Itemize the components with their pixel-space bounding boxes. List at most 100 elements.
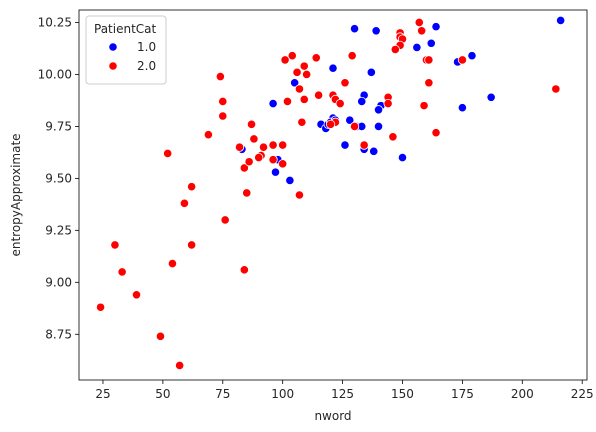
data-point-series-1 [417,26,427,36]
y-tick-label: 9.75 [45,119,72,133]
data-point-series-1 [220,215,230,225]
data-point-series-1 [335,98,345,109]
data-point-series-1 [203,130,213,140]
data-point-series-1 [131,290,142,300]
data-point-series-0 [285,175,295,186]
data-point-series-1 [167,258,178,269]
data-point-series-1 [349,121,360,132]
data-point-series-1 [297,117,307,127]
data-point-series-1 [95,302,106,312]
data-point-series-1 [457,55,467,65]
data-point-series-0 [340,140,350,150]
data-point-series-0 [371,26,381,36]
data-point-series-1 [155,331,166,341]
legend: PatientCat 1.0 2.0 [85,15,167,85]
x-axis-ticks: 25 50 75 100 125 150 175 200 225 [95,380,594,401]
data-point-series-1 [282,96,293,107]
data-point-series-0 [345,115,355,125]
x-axis-label: nword [314,409,351,423]
legend-marker-0 [108,42,118,52]
data-point-series-1 [347,51,357,61]
x-tick-label: 75 [215,387,230,401]
data-point-series-1 [254,152,264,163]
data-point-series-1 [431,128,441,138]
data-point-series-1 [187,182,197,192]
data-point-series-1 [234,142,245,152]
data-point-series-1 [163,148,173,159]
data-point-series-1 [299,94,309,104]
data-point-series-1 [244,157,254,167]
data-point-series-1 [268,140,278,150]
data-point-series-0 [366,67,376,77]
data-point-series-0 [556,15,566,25]
data-point-series-1 [215,71,225,82]
data-point-series-1 [390,44,400,55]
data-point-series-1 [258,142,269,152]
data-point-series-1 [424,78,434,88]
data-point-series-0 [426,38,436,48]
data-point-series-1 [383,98,393,109]
data-point-series-0 [431,22,441,32]
data-point-series-1 [239,163,249,173]
data-point-series-1 [340,78,350,88]
data-point-series-1 [187,240,197,250]
data-point-series-1 [326,119,336,129]
y-tick-label: 10.25 [38,15,72,29]
data-point-series-1 [419,101,429,111]
x-tick-label: 50 [155,387,170,401]
data-point-series-1 [218,96,228,107]
data-point-series-0 [397,152,408,163]
data-point-series-1 [287,51,297,61]
data-point-series-1 [179,198,190,208]
data-point-series-0 [467,51,477,61]
data-point-series-1 [218,111,228,121]
data-point-series-1 [278,140,288,150]
data-point-series-1 [299,61,309,71]
data-point-series-1 [302,69,312,80]
data-point-series-1 [311,53,321,63]
x-tick-label: 25 [95,387,110,401]
legend-box [85,15,167,85]
data-point-series-1 [414,17,424,28]
data-point-series-1 [117,267,127,277]
data-point-series-1 [294,190,305,200]
y-axis-label: entropyApproximate [9,133,23,256]
data-point-series-0 [373,105,384,115]
x-tick-label: 225 [571,387,594,401]
y-axis-ticks: 8.75 9.00 9.25 9.50 9.75 10.00 10.25 [38,15,79,341]
data-point-series-1 [249,134,259,144]
data-point-series-1 [280,55,290,65]
data-point-series-1 [278,159,288,169]
data-points [95,15,566,371]
data-point-series-1 [294,84,305,94]
data-point-series-0 [349,24,360,34]
legend-entry-label: 1.0 [137,40,156,54]
data-point-series-1 [239,265,249,275]
y-tick-label: 10.00 [38,67,72,81]
data-point-series-1 [110,240,120,250]
data-point-series-0 [290,78,300,88]
data-point-series-0 [373,121,384,132]
x-tick-label: 125 [331,387,354,401]
data-point-series-1 [314,90,324,100]
data-point-series-0 [268,98,278,109]
data-point-series-0 [412,42,422,53]
y-tick-label: 8.75 [45,327,72,341]
data-point-series-1 [292,67,302,77]
y-tick-label: 9.50 [45,171,72,185]
data-point-series-1 [268,155,278,165]
y-tick-label: 9.25 [45,223,72,237]
legend-title: PatientCat [94,22,157,36]
x-tick-label: 100 [271,387,294,401]
x-tick-label: 200 [511,387,534,401]
data-point-series-0 [369,146,379,156]
data-point-series-0 [457,103,467,113]
data-point-series-0 [270,167,281,177]
data-point-series-1 [242,188,252,198]
y-tick-label: 9.00 [45,275,72,289]
data-point-series-1 [359,140,369,150]
data-point-series-1 [388,132,398,142]
data-point-series-0 [328,63,338,73]
data-point-series-1 [246,119,257,129]
